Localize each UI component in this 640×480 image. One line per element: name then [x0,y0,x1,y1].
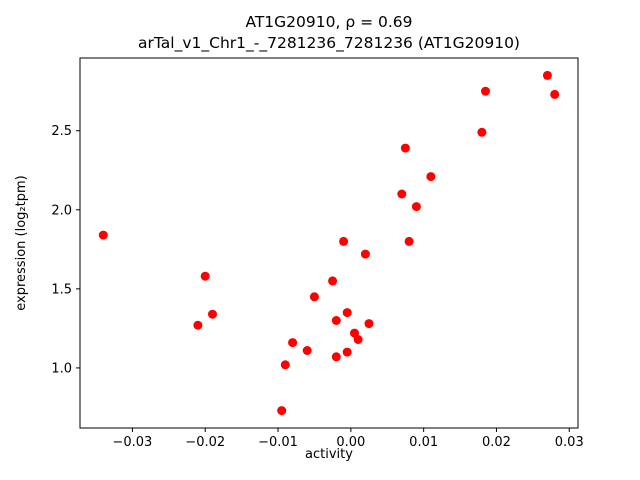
title-line-2: arTal_v1_Chr1_-_7281236_7281236 (AT1G209… [138,34,520,52]
scatter-point [277,406,287,416]
title-line-1: AT1G20910, ρ = 0.69 [245,13,413,31]
scatter-point [542,70,552,80]
x-tick-label: −0.01 [258,435,298,450]
scatter-point [331,352,341,362]
y-tick-label: 1.5 [51,282,72,297]
x-axis-label: activity [305,447,353,462]
scatter-point [404,236,414,246]
scatter-point [364,319,374,329]
scatter-point [342,347,352,357]
scatter-point [98,230,108,240]
scatter-point [328,276,338,286]
scatter-point [353,335,363,344]
x-tick-label: 0.01 [409,435,438,450]
scatter-point [550,89,560,99]
scatter-point [331,316,341,325]
scatter-point [397,189,407,199]
x-tick-label: 0.00 [336,435,365,450]
x-tick-label: −0.03 [112,435,152,450]
scatter-point [400,143,410,153]
scatter-point [426,172,436,182]
x-tick-label: 0.02 [482,435,511,450]
scatter-point [309,292,319,302]
y-tick-label: 2.0 [51,203,72,218]
scatter-point [288,338,298,348]
axes-frame [79,57,579,429]
scatter-point [477,127,487,137]
scatter-point [342,308,352,318]
scatter-point [360,249,370,259]
scatter-point [208,309,217,319]
scatter-point [411,202,421,212]
y-tick-label: 2.5 [51,124,72,139]
x-tick-label: −0.02 [185,435,225,450]
x-tick-label: 0.03 [555,435,584,450]
scatter-point [481,86,490,96]
scatter-point [200,271,210,281]
scatter-point [302,346,312,355]
scatter-point [193,320,203,330]
chart-title: AT1G20910, ρ = 0.69 arTal_v1_Chr1_-_7281… [80,12,578,54]
scatter-point [339,236,349,246]
scatter-point [280,360,290,370]
y-tick-label: 1.0 [51,361,72,376]
